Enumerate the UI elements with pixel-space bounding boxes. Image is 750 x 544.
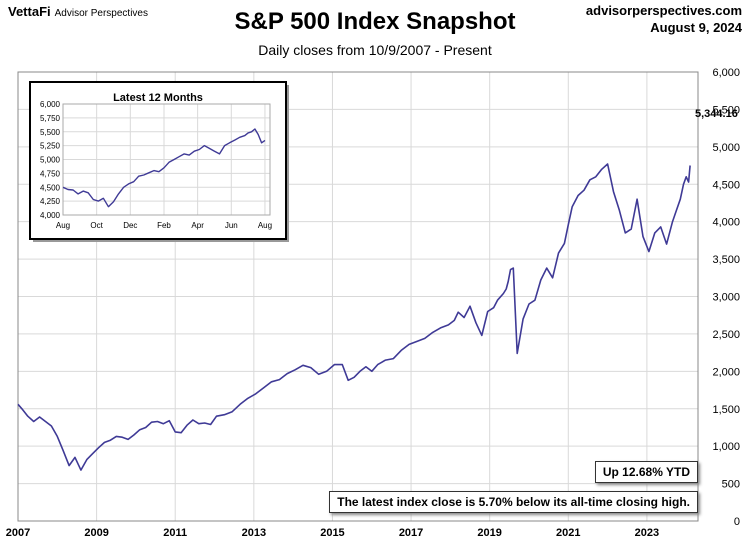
inset-y-tick-label: 4,250 xyxy=(40,197,61,206)
inset-y-tick-label: 4,500 xyxy=(40,183,61,192)
inset-x-tick-label: Aug xyxy=(258,221,272,230)
inset-frame xyxy=(29,81,287,240)
y-tick-label: 1,000 xyxy=(712,441,740,453)
y-tick-label: 1,500 xyxy=(712,404,740,416)
inset-plot-frame xyxy=(62,103,271,216)
ytd-annotation: Up 12.68% YTD xyxy=(594,461,698,483)
chart-subtitle: Daily closes from 10/9/2007 - Present xyxy=(258,42,492,58)
site-url: advisorperspectives.com xyxy=(585,3,742,18)
y-tick-label: 3,500 xyxy=(712,254,740,266)
y-tick-label: 6,000 xyxy=(712,67,740,79)
x-tick-label: 2011 xyxy=(163,527,187,539)
plot-frame xyxy=(17,71,699,522)
inset-x-tick-label: Aug xyxy=(56,221,70,230)
x-tick-label: 2013 xyxy=(242,527,266,539)
inset-x-tick-label: Feb xyxy=(157,221,171,230)
ath-annotation: The latest index close is 5.70% below it… xyxy=(329,491,698,513)
y-tick-label: 4,500 xyxy=(712,179,740,191)
y-tick-label: 0 xyxy=(734,516,740,528)
inset-y-tick-label: 5,750 xyxy=(40,114,61,123)
site-info: advisorperspectives.com August 9, 2024 xyxy=(586,2,742,36)
brand-tagline: Advisor Perspectives xyxy=(54,8,148,19)
brand-logo: VettaFi xyxy=(8,4,51,19)
x-tick-label: 2021 xyxy=(556,527,580,539)
x-tick-label: 2009 xyxy=(84,527,108,539)
inset-y-tick-label: 5,250 xyxy=(40,142,61,151)
y-tick-label: 2,500 xyxy=(712,329,740,341)
y-tick-label: 3,000 xyxy=(712,292,740,304)
inset-x-tick-label: Dec xyxy=(123,221,137,230)
inset-y-tick-label: 5,000 xyxy=(40,156,61,165)
x-tick-label: 2019 xyxy=(477,527,501,539)
inset-y-tick-label: 5,500 xyxy=(40,128,61,137)
inset-x-tick-label: Oct xyxy=(90,221,103,230)
x-tick-label: 2007 xyxy=(6,527,30,539)
x-tick-label: 2023 xyxy=(635,527,659,539)
chart-title: S&P 500 Index Snapshot xyxy=(234,8,516,35)
y-tick-label: 500 xyxy=(722,479,740,491)
last-value-label: 5,344.16 xyxy=(695,108,738,120)
x-tick-label: 2015 xyxy=(320,527,344,539)
inset-y-tick-label: 4,000 xyxy=(40,211,61,220)
x-tick-label: 2017 xyxy=(399,527,423,539)
sp500-series-line xyxy=(17,163,691,471)
y-tick-label: 2,000 xyxy=(712,366,740,378)
inset-x-tick-label: Apr xyxy=(191,221,204,230)
y-tick-label: 4,000 xyxy=(712,217,740,229)
inset-y-tick-label: 4,750 xyxy=(40,169,61,178)
inset-series-line xyxy=(62,128,266,208)
y-tick-label: 5,000 xyxy=(712,142,740,154)
inset-x-tick-label: Jun xyxy=(225,221,238,230)
inset-title: Latest 12 Months xyxy=(113,92,203,104)
report-date: August 9, 2024 xyxy=(650,20,742,35)
brand: VettaFi Advisor Perspectives xyxy=(8,4,148,19)
y-tick-label: 5,500 xyxy=(712,104,740,116)
inset-y-tick-label: 6,000 xyxy=(40,100,61,109)
